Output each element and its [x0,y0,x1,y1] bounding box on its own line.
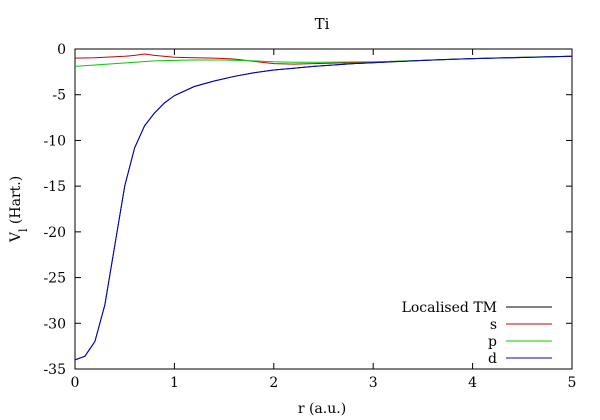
plot-border [74,48,573,370]
y-tick-label-7: -35 [43,362,66,378]
axis-ticks: 0 1 2 3 4 5 0 -5 -10 -15 -20 -25 -30 -35 [43,42,576,391]
y-axis-label-main: V [8,231,24,243]
x-tick-label-4: 4 [468,375,477,391]
y-tick-label-2: -10 [43,133,66,149]
x-tick-label-3: 3 [369,375,378,391]
y-tick-label-0: 0 [57,42,66,58]
legend-label-1: s [490,317,497,333]
y-tick-label-4: -20 [43,225,66,241]
y-tick-label-3: -15 [43,179,66,195]
series-line-localised-tm [74,55,573,361]
x-axis-label: r (a.u.) [298,401,346,417]
x-tick-label-1: 1 [170,375,179,391]
y-axis-label-rest: (Hart.) [8,176,24,229]
y-tick-label-6: -30 [43,316,66,332]
series-line-d [74,55,573,361]
y-axis-label: Vl (Hart.) [8,176,30,243]
y-tick-label-1: -5 [52,88,66,104]
legend-label-0: Localised TM [402,300,497,316]
legend-label-2: p [488,334,497,350]
y-tick-label-5: -25 [43,271,66,287]
plot-area [74,48,573,370]
y-axis-label-sub: l [17,228,30,232]
x-tick-label-2: 2 [269,375,278,391]
x-tick-label-0: 0 [71,375,80,391]
series-lines [74,53,573,361]
chart-title: Ti [315,15,330,33]
legend-label-3: d [488,351,497,367]
x-tick-label-5: 5 [568,375,577,391]
